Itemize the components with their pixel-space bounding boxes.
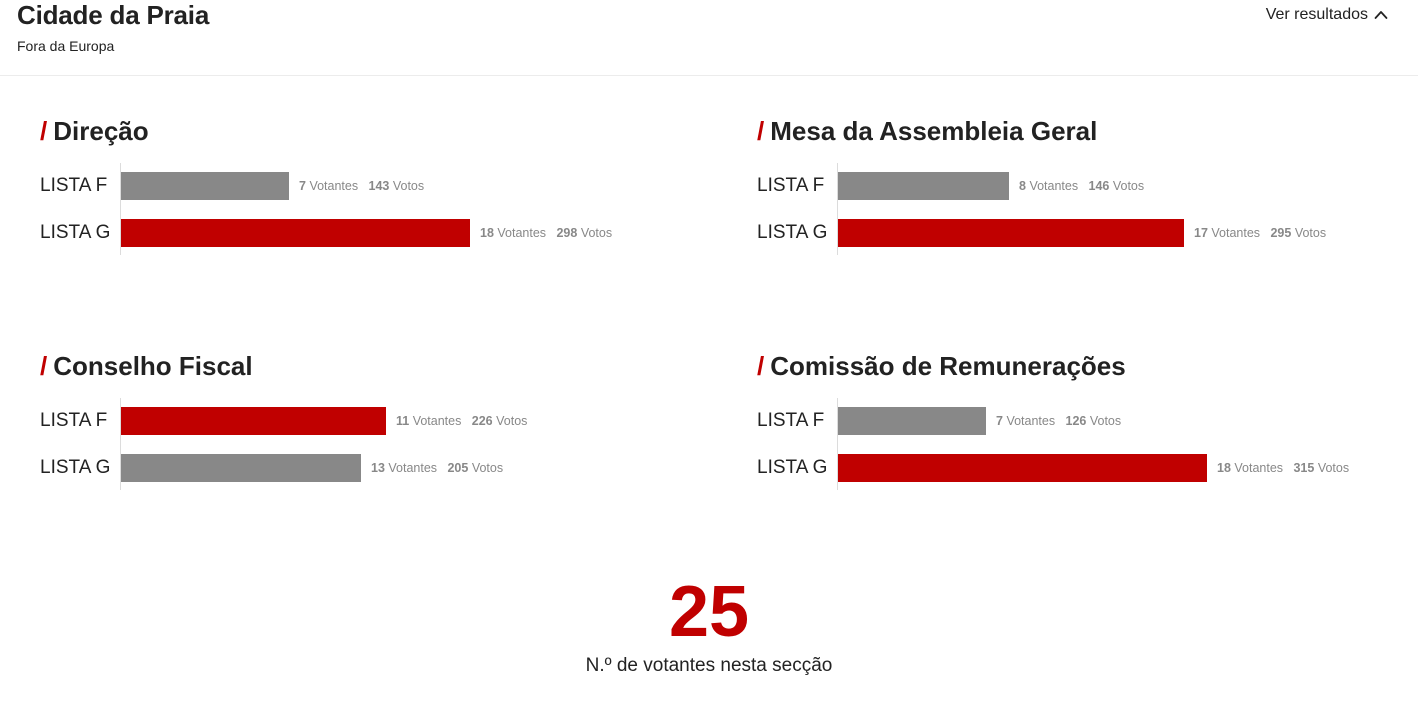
votos-count: 226 [471,414,493,428]
votantes-count: 17 [1194,226,1208,240]
votos-count: 298 [556,226,578,240]
section-title: / Direção [40,116,149,146]
votantes-count: 7 [299,179,306,193]
votantes-label: Votantes [1211,226,1261,240]
votos-count: 295 [1270,226,1292,240]
vote-info: 8 Votantes 146 Votos [1019,172,1144,200]
votantes-label: Votantes [1006,414,1056,428]
votantes-count: 7 [996,414,1003,428]
vote-info: 18 Votantes 315 Votos [1217,454,1349,482]
votos-count: 205 [447,461,469,475]
list-label: LISTA G [757,457,828,478]
section-title: / Mesa da Assembleia Geral [757,116,1097,146]
total-voters-number: 25 [668,572,750,652]
section-title: / Conselho Fiscal [40,351,253,381]
vote-bar [838,172,1009,200]
vote-bar [838,407,986,435]
list-label: LISTA G [40,457,111,478]
section-title: / Comissão de Remunerações [757,351,1126,381]
votos-count: 146 [1088,179,1110,193]
total-voters-label: N.º de votantes nesta secção [585,655,833,676]
votos-label: Votos [392,179,425,193]
section-title-text: Direção [53,116,149,146]
title-slash: / [757,351,765,381]
list-label: LISTA F [757,175,825,196]
vote-info: 7 Votantes 126 Votos [996,407,1121,435]
vote-info: 13 Votantes 205 Votos [371,454,503,482]
votos-label: Votos [1294,226,1327,240]
list-label: LISTA G [757,222,828,243]
votos-label: Votos [496,414,528,428]
title-slash: / [757,116,765,146]
votantes-count: 18 [1217,461,1231,475]
votantes-count: 8 [1019,179,1026,193]
ver-resultados-label: Ver resultados [1265,6,1368,23]
vote-bar [121,219,470,247]
ver-resultados-toggle[interactable]: Ver resultados [1266,5,1388,25]
list-label: LISTA F [40,175,108,196]
result-row: LISTA G 18 Votantes 298 Votos [40,219,680,247]
votos-count: 315 [1293,461,1315,475]
vote-bar [838,219,1184,247]
chart-axis [837,163,838,255]
list-label: LISTA G [40,222,111,243]
result-row: LISTA G 17 Votantes 295 Votos [757,219,1397,247]
section-title-text: Conselho Fiscal [53,351,253,381]
vote-info: 7 Votantes 143 Votos [299,172,424,200]
list-label: LISTA F [40,410,108,431]
list-label: LISTA F [757,410,825,431]
votos-label: Votos [1317,461,1350,475]
result-row: LISTA G 13 Votantes 205 Votos [40,454,680,482]
section-header: Cidade da Praia Fora da Europa Ver resul… [0,0,1418,76]
votantes-label: Votantes [1234,461,1284,475]
vote-bar [121,407,386,435]
votantes-label: Votantes [388,461,438,475]
page-title: Cidade da Praia [17,0,210,30]
votos-label: Votos [1112,179,1145,193]
votos-count: 126 [1065,414,1087,428]
result-row: LISTA F 7 Votantes 126 Votos [757,407,1397,435]
vote-bar [121,454,361,482]
title-slash: / [40,351,48,381]
vote-info: 17 Votantes 295 Votos [1194,219,1326,247]
vote-bar [838,454,1207,482]
votos-label: Votos [471,461,504,475]
result-row: LISTA F 7 Votantes 143 Votos [40,172,680,200]
page-subtitle: Fora da Europa [17,38,115,54]
votantes-count: 13 [371,461,385,475]
chart-axis [837,398,838,490]
result-row: LISTA G 18 Votantes 315 Votos [757,454,1397,482]
votantes-label: Votantes [497,226,547,240]
votantes-count: 18 [480,226,494,240]
chart-axis [120,163,121,255]
vote-info: 11 Votantes 226 Votos [396,407,527,435]
section-title-text: Mesa da Assembleia Geral [770,116,1098,146]
votantes-label: Votantes [412,414,462,428]
votos-label: Votos [580,226,613,240]
section-title-text: Comissão de Remunerações [770,351,1126,381]
votos-label: Votos [1089,414,1122,428]
vote-info: 18 Votantes 298 Votos [480,219,612,247]
votantes-label: Votantes [309,179,359,193]
result-row: LISTA F 8 Votantes 146 Votos [757,172,1397,200]
votantes-count: 11 [396,414,410,428]
total-voters: 25 N.º de votantes nesta secção [0,572,1418,678]
title-slash: / [40,116,48,146]
chart-axis [120,398,121,490]
votos-count: 143 [368,179,390,193]
result-row: LISTA F 11 Votantes 226 Votos [40,407,680,435]
chevron-up-icon [1374,11,1388,19]
votantes-label: Votantes [1029,179,1079,193]
vote-bar [121,172,289,200]
